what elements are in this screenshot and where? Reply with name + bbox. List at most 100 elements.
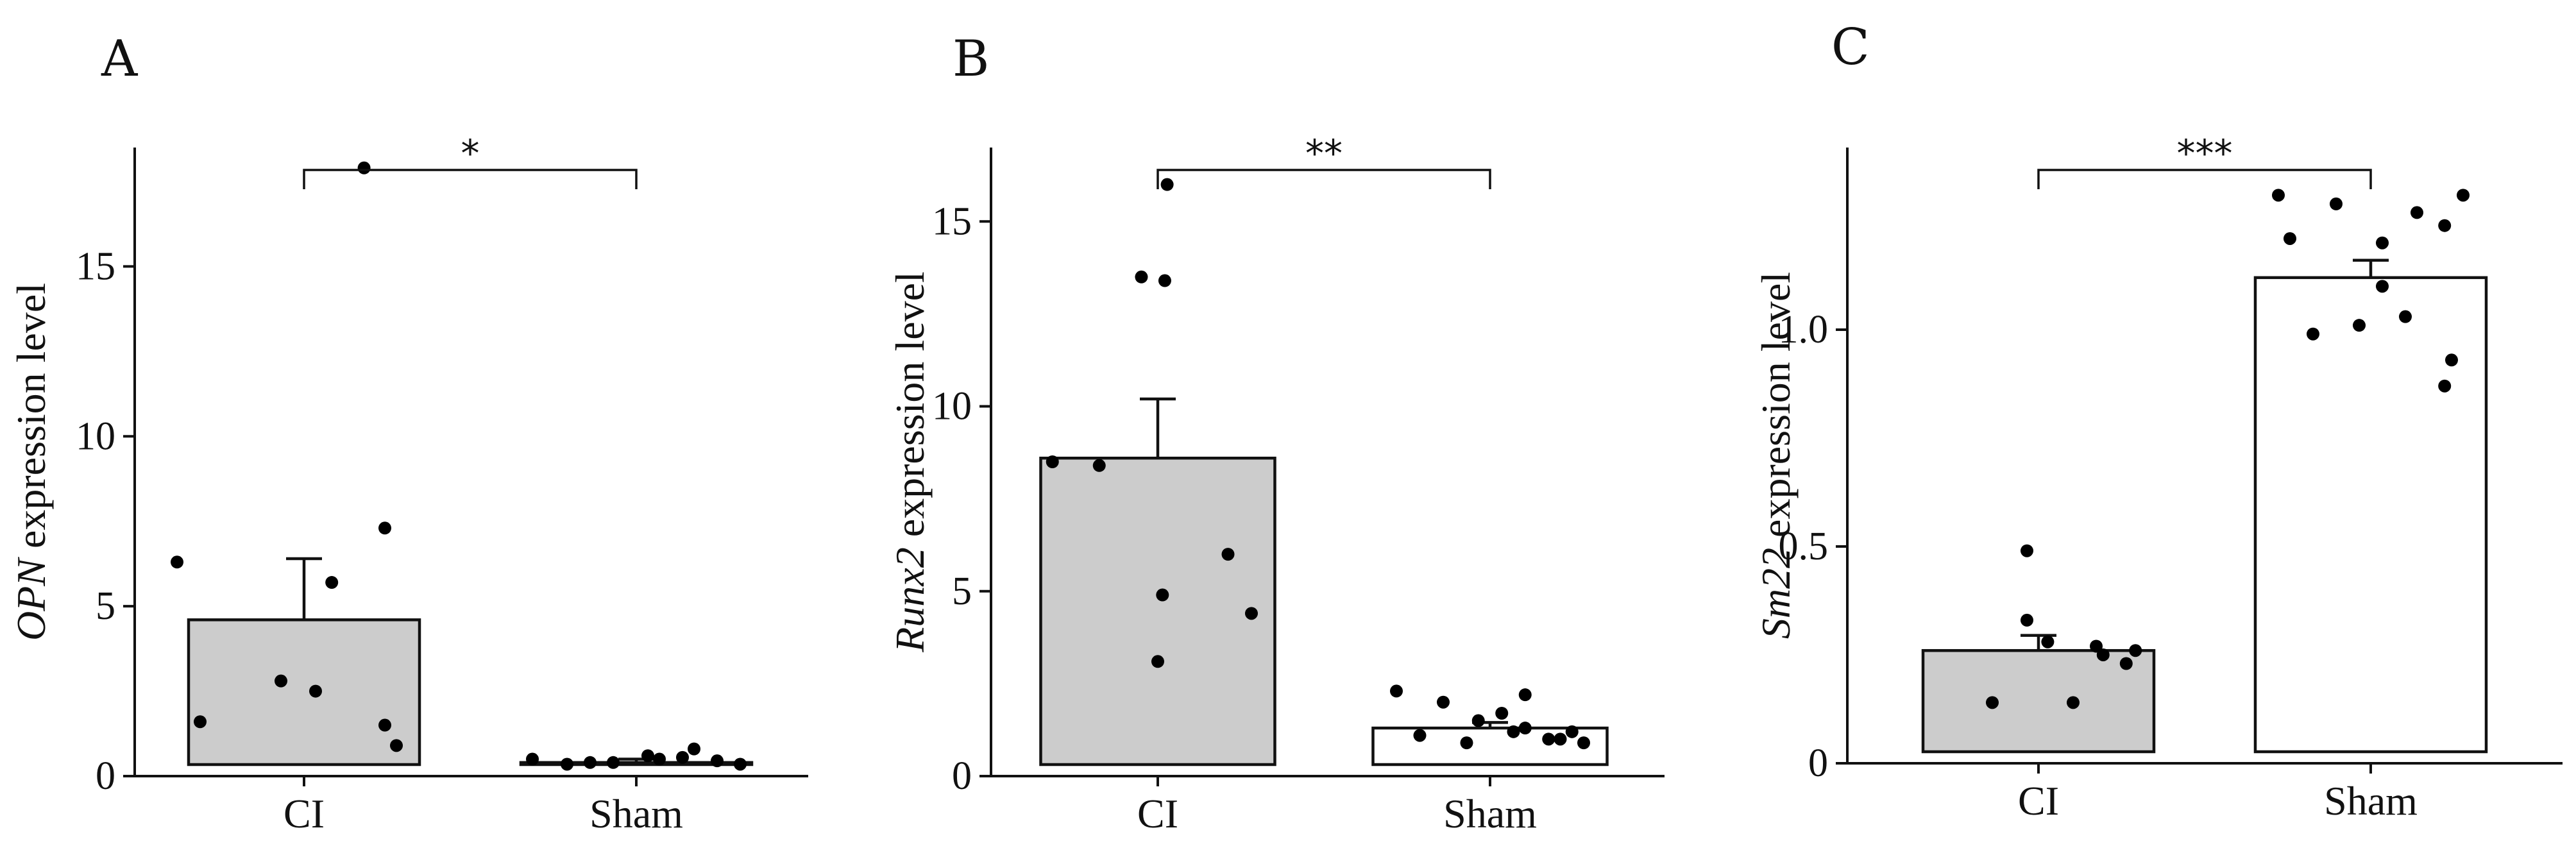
data-point [1518,722,1532,735]
y-axis-title-gene: Sm22 [1753,548,1799,639]
bar-sham [2253,276,2488,754]
y-tick-label: 10 [76,414,115,458]
y-axis-title: Runx2 expression level [887,271,933,653]
y-tick-label: 1.0 [1779,308,1829,351]
data-point [711,754,724,768]
y-axis-title-suffix: expression level [887,271,933,547]
y-tick-label: 5 [952,570,972,613]
x-tick-label: Sham [589,791,683,836]
data-point [1245,607,1258,620]
panel-letter: B [953,30,989,88]
data-point [1092,459,1106,472]
data-point [2376,236,2389,250]
data-point [378,521,391,535]
significance-bracket [2037,169,2372,189]
data-point [357,161,371,174]
data-point [1151,655,1164,668]
y-axis-title-gene: Runx2 [887,547,933,653]
data-point [2284,232,2296,245]
panel-c: C Sm22 expression level 0 0.5 1.0 CI Sham *** [1753,19,2563,824]
y-axis-title-suffix: expression level [8,283,54,559]
data-point [2090,639,2103,653]
data-point [561,758,573,771]
bar-ci [1039,456,1276,766]
data-point [378,718,391,732]
y-axis-title-gene: OPN [8,557,54,641]
data-point [1507,725,1520,738]
data-point [1471,714,1485,727]
data-point [2041,635,2055,648]
data-point [526,752,539,766]
x-tick-label: CI [2018,778,2059,824]
data-point [1158,274,1171,287]
data-point [2119,657,2133,670]
data-point [2272,189,2285,202]
data-point [2096,648,2110,661]
data-point [1160,178,1174,191]
y-axis-title: Sm22 expression level [1753,272,1799,639]
data-point [1554,732,1567,746]
y-tick-label: 10 [932,385,972,428]
data-point [1156,588,1169,602]
data-point [653,752,666,766]
data-point [1518,688,1532,702]
data-point [584,756,597,769]
data-point [2376,280,2389,293]
data-point [1135,270,1148,284]
data-point [1542,732,1555,746]
y-axis-title: OPN expression level [8,283,54,641]
x-tick-label: CI [1137,791,1178,836]
y-tick-label: 0 [96,754,115,798]
data-point [1565,725,1579,738]
data-point [2399,310,2412,323]
data-point [2445,353,2458,367]
panel-letter: C [1831,19,1870,76]
y-tick-label: 5 [96,584,115,628]
data-point [1577,736,1590,750]
data-point [171,555,183,569]
y-tick-label: 15 [932,199,972,243]
data-point [676,750,689,764]
y-tick-label: 0 [952,754,972,798]
panel-letter: A [101,30,139,88]
data-point [2021,544,2033,557]
data-point [607,756,620,769]
data-point [194,715,207,729]
significance-bracket [303,169,638,189]
data-point [2353,319,2366,332]
data-point [2067,696,2080,709]
y-tick-label: 0 [1808,741,1828,785]
panel-a: A OPN expression level 0 5 10 15 CI Sham * [8,30,808,836]
data-point [2307,327,2319,341]
x-tick-label: Sham [2324,778,2418,824]
data-point [1460,736,1473,750]
data-point [1986,696,1999,709]
data-point [309,684,322,698]
data-point [2129,644,2142,657]
data-point [390,739,403,752]
significance-bracket [1157,169,1491,189]
data-point [641,749,654,763]
data-point [688,742,700,756]
data-point [2411,206,2423,219]
panel-b: B Runx2 expression level 0 5 10 15 CI Sham ** [887,30,1665,836]
data-point [734,758,747,771]
x-tick-label: Sham [1443,791,1537,836]
significance-label: *** [2177,131,2233,175]
significance-label: ** [1305,131,1343,175]
data-point [1413,729,1427,742]
data-point [2438,379,2452,393]
x-tick-label: CI [284,791,325,836]
bar-ci [187,618,421,766]
y-axis-title-suffix: expression level [1753,272,1799,548]
data-point [1437,695,1450,709]
y-tick-label: 0.5 [1779,525,1829,568]
data-point [1495,707,1509,720]
data-point [2457,189,2470,202]
significance-label: * [461,131,480,175]
data-point [1221,548,1235,561]
data-point [2021,613,2033,627]
data-point [1390,684,1403,698]
data-point [325,576,339,589]
